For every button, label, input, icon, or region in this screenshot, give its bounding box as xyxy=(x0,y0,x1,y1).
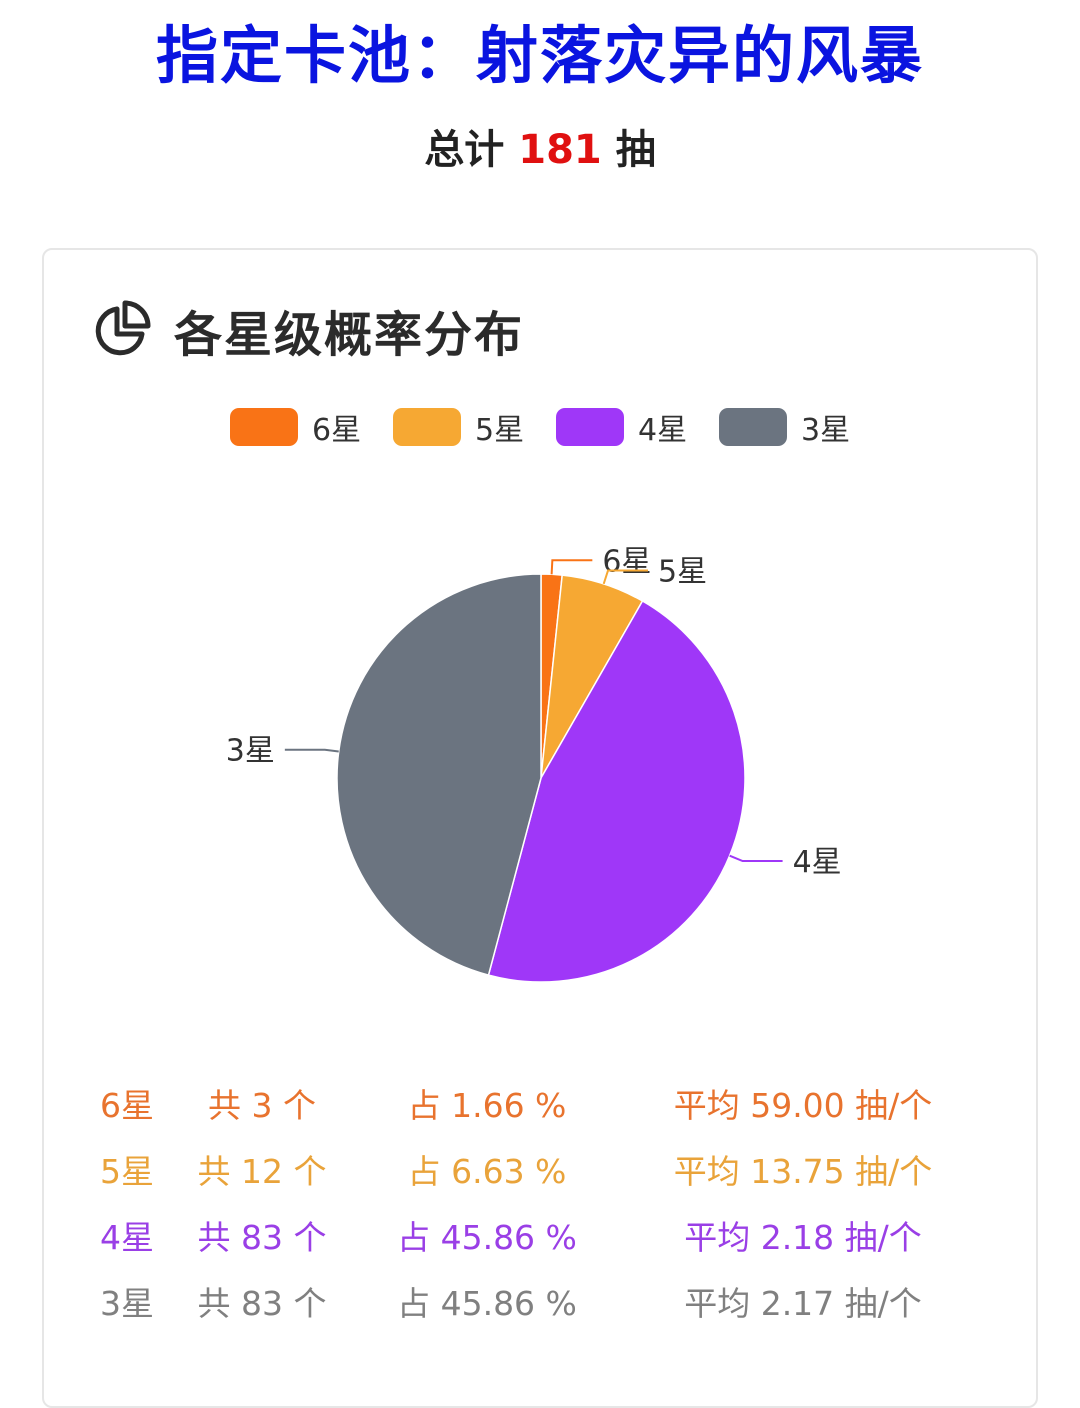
stat-row-four-star: 4星 共 83 个 占 45.86 % 平均 2.18 抽/个 xyxy=(0,1212,1080,1278)
stat-count: 共 12 个 xyxy=(197,1152,327,1191)
slice-label-three-star: 3星 xyxy=(226,734,275,769)
stat-percent: 占 1.66 % xyxy=(407,1086,567,1125)
card-title: 各星级概率分布 xyxy=(174,307,525,363)
leader-line-five-star xyxy=(602,569,649,585)
legend-swatch xyxy=(719,408,787,446)
leader-line-four-star xyxy=(729,854,783,862)
slice-label-four-star: 4星 xyxy=(793,845,842,880)
slice-label-six-star: 6星 xyxy=(602,544,651,579)
stat-count: 共 3 个 xyxy=(208,1086,316,1125)
stat-average: 平均 2.17 抽/个 xyxy=(684,1284,922,1323)
stat-percent: 占 6.63 % xyxy=(407,1152,567,1191)
card-header: 各星级概率分布 xyxy=(90,298,525,363)
stat-star-label: 4星 xyxy=(100,1218,154,1257)
legend-item-four-star[interactable]: 4星 xyxy=(556,408,687,448)
legend-label: 4星 xyxy=(638,413,687,448)
slice-label-five-star: 5星 xyxy=(658,555,707,590)
stat-average: 平均 13.75 抽/个 xyxy=(673,1152,933,1191)
stat-average: 平均 59.00 抽/个 xyxy=(673,1086,933,1125)
legend-swatch xyxy=(556,408,624,446)
stat-row-six-star: 6星 共 3 个 占 1.66 % 平均 59.00 抽/个 xyxy=(0,1080,1080,1146)
total-pulls-value: 181 xyxy=(518,127,602,173)
stat-count: 共 83 个 xyxy=(197,1218,327,1257)
pie-slice-three-star[interactable] xyxy=(336,573,542,977)
stat-count: 共 83 个 xyxy=(197,1284,327,1323)
legend-item-six-star[interactable]: 6星 xyxy=(230,408,361,448)
stat-star-label: 5星 xyxy=(100,1152,154,1191)
legend-swatch xyxy=(230,408,298,446)
stat-star-label: 3星 xyxy=(100,1284,154,1323)
stats-table: 6星 共 3 个 占 1.66 % 平均 59.00 抽/个 5星 共 12 个 占 6.6… xyxy=(0,1080,1080,1344)
total-suffix: 抽 xyxy=(615,127,656,173)
total-prefix: 总计 xyxy=(424,127,505,173)
legend-label: 3星 xyxy=(801,413,850,448)
legend-item-five-star[interactable]: 5星 xyxy=(393,408,524,448)
page-title: 指定卡池：射落灾异的风暴 xyxy=(155,19,924,92)
stat-row-three-star: 3星 共 83 个 占 45.86 % 平均 2.17 抽/个 xyxy=(0,1278,1080,1344)
total-pulls: 总计 181 抽 xyxy=(0,122,1080,178)
stat-percent: 占 45.86 % xyxy=(397,1284,577,1323)
legend-swatch xyxy=(393,408,461,446)
stat-row-five-star: 5星 共 12 个 占 6.63 % 平均 13.75 抽/个 xyxy=(0,1146,1080,1212)
legend-item-three-star[interactable]: 3星 xyxy=(719,408,850,448)
stat-percent: 占 45.86 % xyxy=(397,1218,577,1257)
legend-label: 6星 xyxy=(312,413,361,448)
stat-average: 平均 2.18 抽/个 xyxy=(684,1218,922,1257)
pie-chart-icon xyxy=(95,300,151,356)
legend-label: 5星 xyxy=(475,413,524,448)
stat-star-label: 6星 xyxy=(100,1086,154,1125)
leader-line-six-star xyxy=(550,559,593,575)
leader-line-three-star xyxy=(284,748,339,753)
